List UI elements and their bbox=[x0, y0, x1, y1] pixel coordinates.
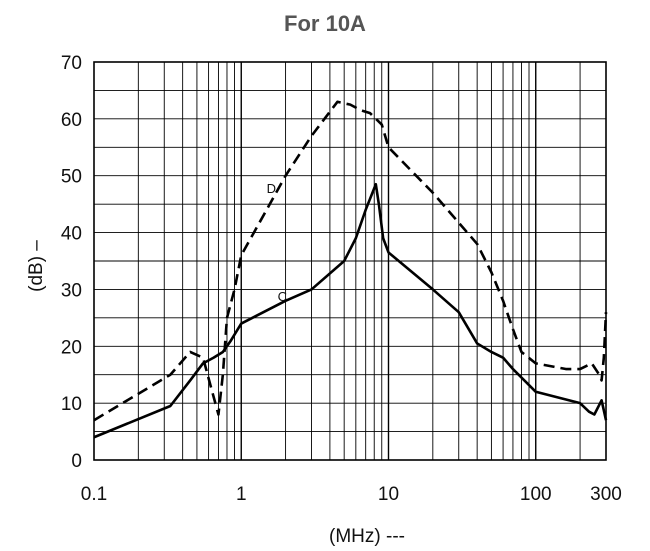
series-c-label: C bbox=[278, 289, 287, 304]
y-tick-label: 20 bbox=[61, 337, 82, 358]
tick-labels: 0.1 1 10 100 300 0 10 20 30 40 50 60 70 bbox=[61, 53, 622, 505]
x-tick-label: 300 bbox=[590, 484, 622, 505]
x-tick-label: 1 bbox=[236, 484, 247, 505]
y-tick-label: 10 bbox=[61, 394, 82, 415]
y-tick-label: 60 bbox=[61, 110, 82, 131]
x-tick-label: 100 bbox=[520, 484, 552, 505]
y-tick-label: 50 bbox=[61, 167, 82, 188]
y-axis-label: (dB) – bbox=[26, 240, 47, 292]
x-tick-label: 10 bbox=[378, 484, 399, 505]
chart-title: For 10A bbox=[284, 11, 366, 36]
plot-frame bbox=[93, 61, 607, 461]
x-tick-label: 0.1 bbox=[81, 484, 107, 505]
y-tick-label: 70 bbox=[61, 53, 82, 74]
series-d-label: D bbox=[267, 181, 276, 196]
series-d-line bbox=[93, 100, 608, 422]
y-tick-label: 40 bbox=[61, 224, 82, 245]
series-c-line bbox=[93, 182, 608, 439]
y-tick-label: 0 bbox=[71, 451, 82, 472]
grid bbox=[94, 62, 606, 460]
x-axis-label: (MHz) --- bbox=[329, 526, 405, 547]
y-tick-label: 30 bbox=[61, 280, 82, 301]
series-layer: DC bbox=[93, 100, 608, 439]
